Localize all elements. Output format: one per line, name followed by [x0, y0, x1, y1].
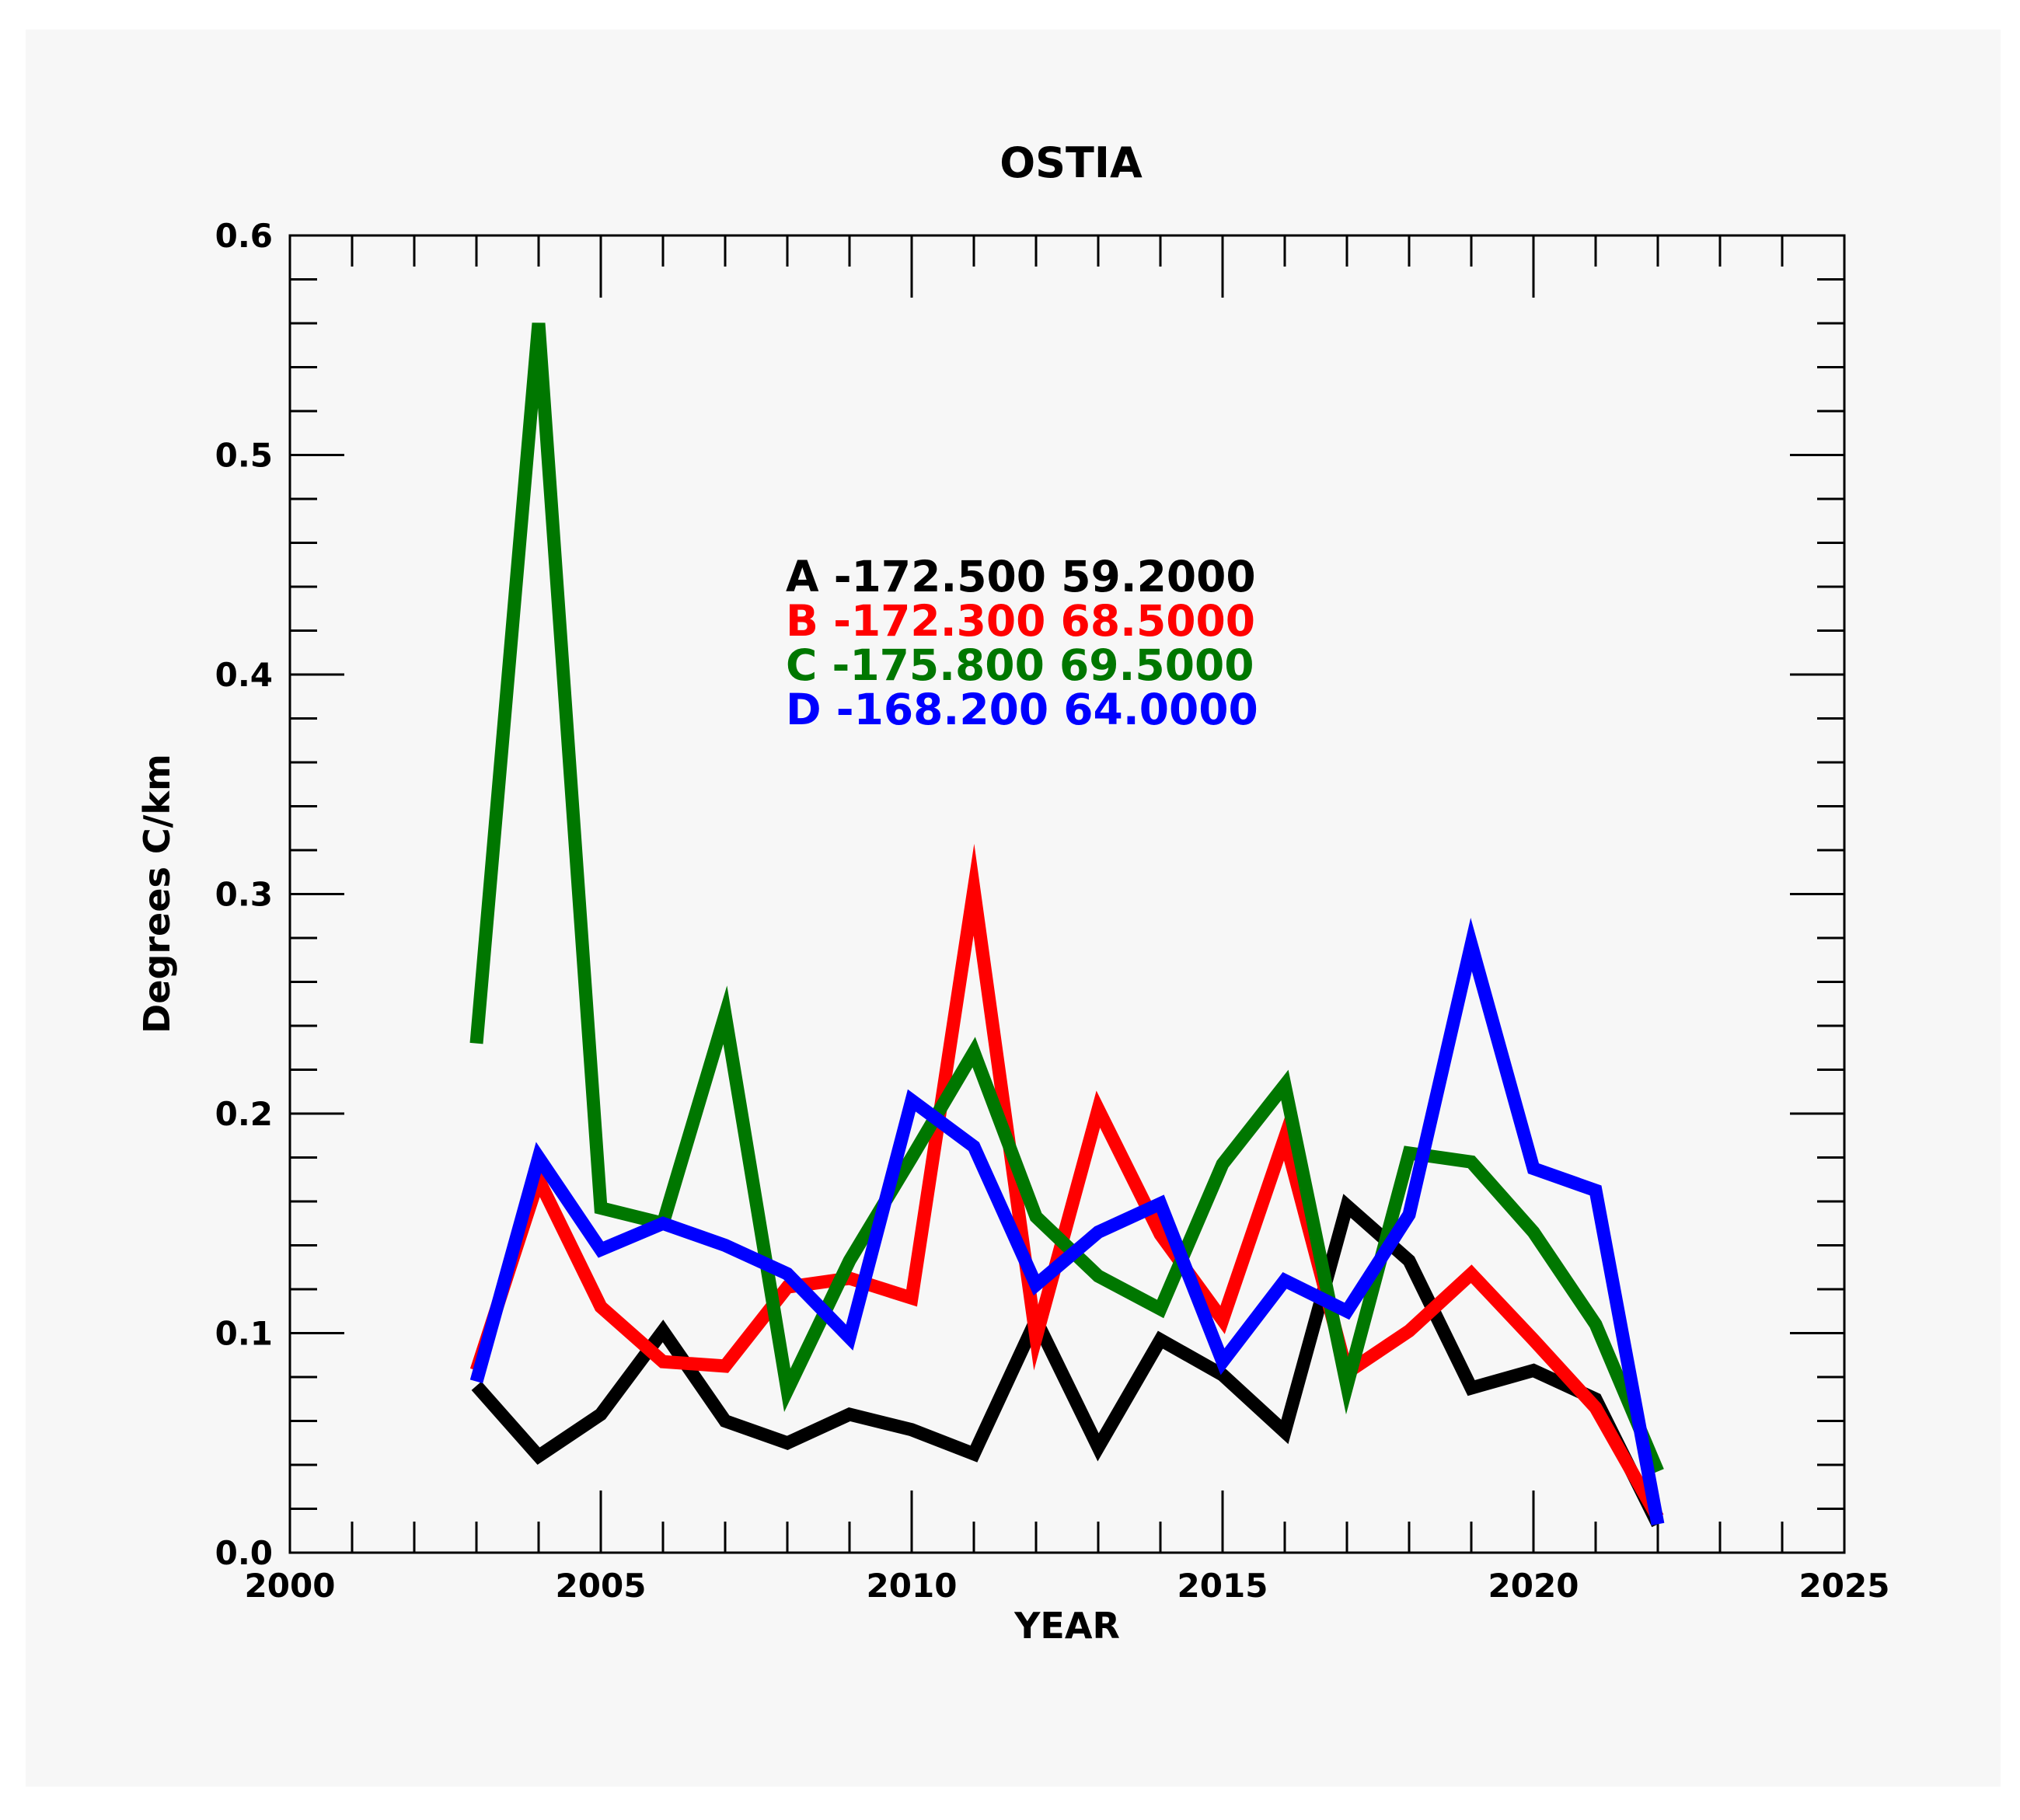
y-tick-label: 0.4 — [215, 656, 273, 694]
axis-ticks — [288, 234, 1846, 1554]
y-tick-label: 0.3 — [215, 876, 273, 914]
x-tick-label: 2010 — [867, 1567, 958, 1605]
line-chart: OSTIA 2000 2005 2010 2015 2020 2025 0.0 0.1 0.2 0… — [136, 138, 1890, 1647]
y-tick-label: 0.0 — [215, 1534, 273, 1572]
series-line-a — [471, 1194, 1664, 1528]
series-line-b — [469, 843, 1664, 1521]
x-tick-label: 2000 — [245, 1567, 336, 1605]
series-line-c — [469, 323, 1664, 1474]
series-lines — [469, 323, 1665, 1528]
chart-title: OSTIA — [1000, 138, 1143, 187]
x-tick-label: 2020 — [1488, 1567, 1579, 1605]
series-line-d — [469, 917, 1665, 1525]
y-tick-label: 0.2 — [215, 1095, 273, 1133]
legend-entry-d: D -168.200 64.0000 — [786, 685, 1258, 734]
y-tick-label: 0.1 — [215, 1315, 273, 1353]
legend-entry-a: A -172.500 59.2000 — [786, 552, 1256, 601]
x-axis-label: YEAR — [1013, 1605, 1120, 1647]
x-tick-label: 2015 — [1177, 1567, 1268, 1605]
chart-panel: OSTIA 2000 2005 2010 2015 2020 2025 0.0 0.1 0.2 0… — [26, 30, 2001, 1787]
y-axis-label: Degrees C/km — [136, 754, 178, 1034]
legend-entry-b: B -172.300 68.5000 — [786, 596, 1255, 646]
y-tick-label: 0.5 — [215, 437, 273, 475]
y-tick-label: 0.6 — [215, 217, 273, 255]
legend-entry-c: C -175.800 69.5000 — [786, 640, 1254, 690]
axis-tick-labels: 2000 2005 2010 2015 2020 2025 0.0 0.1 0.2 0.3 0.4 0… — [215, 217, 1890, 1605]
x-tick-label: 2005 — [556, 1567, 647, 1605]
x-tick-label: 2025 — [1799, 1567, 1890, 1605]
